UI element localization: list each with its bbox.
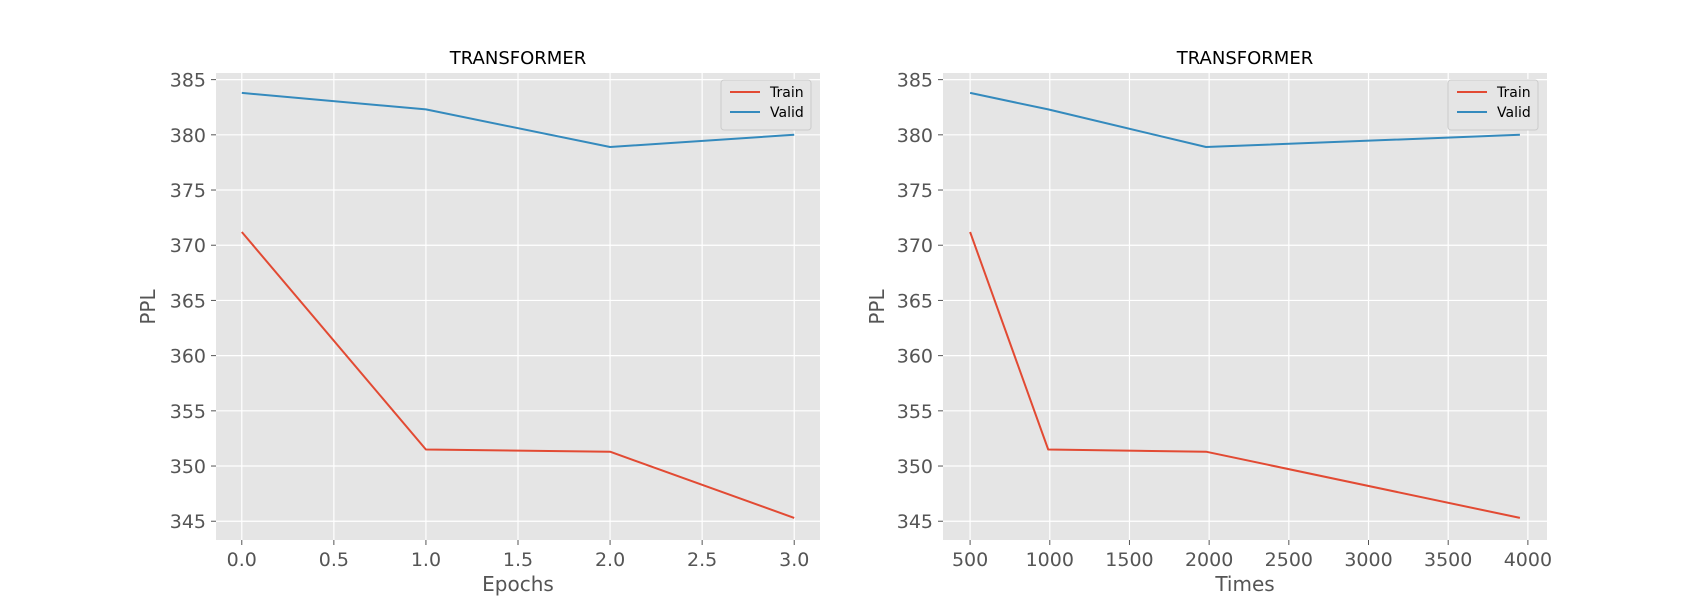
legend-label-valid: Valid bbox=[770, 105, 804, 121]
legend-label-train: Train bbox=[1496, 85, 1531, 101]
series-lines bbox=[241, 91, 795, 519]
y-tick-label: 365 bbox=[897, 290, 933, 312]
legend: Train Valid bbox=[1447, 79, 1539, 131]
y-tick-label: 365 bbox=[170, 290, 206, 312]
x-tick-label: 1500 bbox=[1105, 549, 1153, 571]
plot-area bbox=[943, 73, 1547, 540]
y-tick-labels: 345 350 355 360 365 370 375 380 385 bbox=[897, 70, 943, 533]
x-tick-label: 0.0 bbox=[227, 549, 257, 571]
x-tick-label: 4000 bbox=[1504, 549, 1552, 571]
y-tick-label: 370 bbox=[897, 235, 933, 257]
y-tick-label: 380 bbox=[897, 125, 933, 147]
y-tick-label: 380 bbox=[170, 125, 206, 147]
y-tick-label: 385 bbox=[170, 70, 206, 92]
y-tick-label: 375 bbox=[897, 180, 933, 202]
y-tick-label: 385 bbox=[897, 70, 933, 92]
y-tick-label: 345 bbox=[897, 511, 933, 533]
x-tick-label: 1.5 bbox=[503, 549, 533, 571]
grid-lines bbox=[216, 73, 820, 540]
x-tick-label: 2.0 bbox=[595, 549, 625, 571]
x-tick-label: 3500 bbox=[1424, 549, 1472, 571]
x-tick-label: 3.0 bbox=[779, 549, 809, 571]
series-line-train bbox=[969, 231, 1521, 519]
x-tick-label: 3000 bbox=[1344, 549, 1392, 571]
y-tick-label: 355 bbox=[897, 401, 933, 423]
x-tick-label: 1000 bbox=[1026, 549, 1074, 571]
subplot-epochs: 345 350 355 360 365 370 375 380 385 0.0 0.5 1.0 1.5… bbox=[136, 48, 820, 596]
grid-lines bbox=[943, 73, 1547, 540]
y-tick-label: 345 bbox=[170, 511, 206, 533]
x-tick-labels: 0.0 0.5 1.0 1.5 2.0 2.5 3.0 bbox=[227, 540, 809, 571]
y-axis-label: PPL bbox=[136, 289, 160, 325]
x-axis-label: Epochs bbox=[482, 572, 554, 596]
x-axis-label: Times bbox=[1214, 572, 1274, 596]
x-tick-label: 2500 bbox=[1265, 549, 1313, 571]
y-tick-label: 375 bbox=[170, 180, 206, 202]
x-tick-label: 2000 bbox=[1185, 549, 1233, 571]
y-tick-labels: 345 350 355 360 365 370 375 380 385 bbox=[170, 70, 216, 533]
y-axis-label: PPL bbox=[865, 289, 889, 325]
legend-label-train: Train bbox=[769, 85, 804, 101]
y-tick-label: 360 bbox=[897, 346, 933, 368]
series-lines bbox=[969, 91, 1521, 519]
chart-title: TRANSFORMER bbox=[1176, 48, 1313, 69]
series-line-train bbox=[241, 231, 795, 519]
y-tick-label: 370 bbox=[170, 235, 206, 257]
subplot-times: 345 350 355 360 365 370 375 380 385 500 1000 1500 2… bbox=[865, 48, 1552, 596]
y-tick-label: 355 bbox=[170, 401, 206, 423]
x-tick-label: 1.0 bbox=[411, 549, 441, 571]
series-line-valid bbox=[969, 91, 1520, 148]
chart-title: TRANSFORMER bbox=[449, 48, 586, 69]
x-tick-label: 500 bbox=[952, 549, 988, 571]
y-tick-label: 360 bbox=[170, 346, 206, 368]
legend: Train Valid bbox=[720, 79, 812, 131]
y-tick-label: 350 bbox=[897, 456, 933, 478]
x-tick-label: 2.5 bbox=[687, 549, 717, 571]
y-tick-label: 350 bbox=[170, 456, 206, 478]
x-tick-labels: 500 1000 1500 2000 2500 3000 3500 4000 bbox=[952, 540, 1552, 571]
legend-label-valid: Valid bbox=[1497, 105, 1531, 121]
series-line-valid bbox=[241, 91, 795, 148]
x-tick-label: 0.5 bbox=[319, 549, 349, 571]
